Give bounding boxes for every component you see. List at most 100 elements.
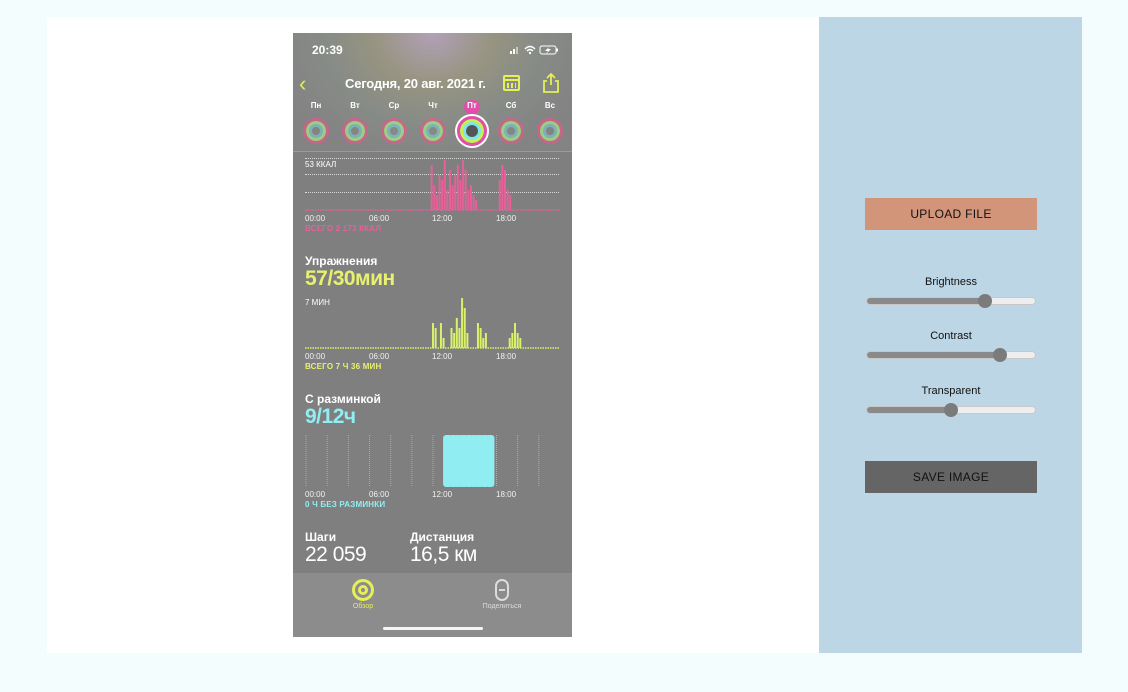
sharing-icon: [495, 579, 509, 601]
move-bar: [506, 190, 509, 210]
move-bar: [509, 195, 512, 210]
move-bar: [438, 175, 441, 210]
exercise-tick-2: 12:00: [432, 352, 453, 361]
exercise-bar: [516, 333, 519, 348]
stand-tick-3: 18:00: [496, 490, 517, 499]
contrast-slider[interactable]: [866, 348, 1036, 362]
save-image-button[interactable]: SAVE IMAGE: [865, 461, 1037, 493]
stand-value: 9/12ч: [305, 405, 356, 428]
exercise-bar: [476, 323, 479, 348]
transparent-slider[interactable]: [866, 403, 1036, 417]
move-bar: [501, 165, 504, 210]
day-fri[interactable]: Пт: [457, 100, 487, 146]
move-scale-label: 53 ККАЛ: [305, 160, 337, 169]
transparent-slider-thumb[interactable]: [944, 403, 958, 417]
tab-overview-label: Обзор: [352, 603, 374, 610]
exercise-bar: [453, 333, 456, 348]
exercise-bar: [519, 338, 522, 348]
steps-value: 22 059: [305, 543, 367, 566]
exercise-bar: [463, 308, 466, 348]
brightness-slider[interactable]: [866, 294, 1036, 308]
day-thu[interactable]: Чт: [418, 100, 448, 144]
move-tick-2: 12:00: [432, 214, 453, 223]
move-bar: [472, 195, 475, 210]
brightness-slider-thumb[interactable]: [977, 294, 992, 308]
day-mon[interactable]: Пн: [301, 100, 331, 144]
exercise-tick-1: 06:00: [369, 352, 390, 361]
exercise-bar: [458, 328, 461, 348]
stand-title: С разминкой: [305, 392, 381, 406]
exercise-bar: [434, 328, 437, 348]
move-bar: [498, 180, 501, 210]
move-tick-3: 18:00: [496, 214, 517, 223]
move-bar: [504, 170, 506, 210]
move-bar: [449, 170, 451, 210]
move-bar: [469, 185, 472, 210]
contrast-label: Contrast: [930, 330, 972, 342]
exercise-chart: [305, 298, 559, 349]
exercise-bar: [511, 333, 514, 348]
exercise-tick-0: 00:00: [305, 352, 326, 361]
status-time: 20:39: [312, 43, 343, 57]
move-bar: [435, 195, 438, 210]
share-icon[interactable]: [542, 73, 560, 93]
calendar-icon[interactable]: [503, 75, 520, 91]
activity-ring-icon: [537, 118, 563, 144]
exercise-bar: [482, 338, 485, 348]
tab-sharing[interactable]: Поделиться: [477, 579, 527, 610]
activity-screenshot: 20:39 ‹ Сегодня, 20 авг. 2021 г. Пн Вт С…: [293, 33, 572, 637]
date-title: Сегодня, 20 авг. 2021 г.: [345, 76, 486, 91]
divider: [293, 151, 572, 152]
exercise-bar: [432, 323, 434, 348]
exercise-title: Упражнения: [305, 254, 378, 268]
activity-ring-icon: [381, 118, 407, 144]
day-wed[interactable]: Ср: [379, 100, 409, 144]
day-sun[interactable]: Вс: [535, 100, 565, 144]
stand-tick-0: 00:00: [305, 490, 326, 499]
day-sat[interactable]: Сб: [496, 100, 526, 144]
activity-rings-icon: [352, 579, 374, 601]
exercise-bar: [466, 333, 469, 348]
move-tick-1: 06:00: [369, 214, 390, 223]
distance-value: 16,5 км: [410, 543, 477, 566]
exercise-bar: [439, 323, 442, 348]
exercise-value: 57/30мин: [305, 267, 395, 290]
back-chevron-icon[interactable]: ‹: [299, 71, 307, 96]
day-tue[interactable]: Вт: [340, 100, 370, 144]
exercise-bar: [514, 323, 516, 348]
exercise-total: ВСЕГО 7 Ч 36 МИН: [305, 362, 382, 371]
move-bar: [464, 170, 467, 210]
distance-label: Дистанция: [410, 530, 475, 544]
upload-file-button[interactable]: UPLOAD FILE: [865, 198, 1037, 230]
stand-chart: [305, 435, 540, 487]
exercise-bar: [455, 318, 458, 348]
exercise-bar: [479, 328, 482, 348]
move-bar: [459, 180, 462, 210]
activity-ring-icon: [342, 118, 368, 144]
contrast-slider-thumb[interactable]: [992, 348, 1007, 362]
move-bar: [443, 160, 446, 210]
home-indicator: [383, 627, 483, 630]
exercise-bar: [484, 333, 487, 348]
exercise-bar: [461, 298, 464, 348]
exercise-tick-3: 18:00: [496, 352, 517, 361]
stand-total: 0 Ч БЕЗ РАЗМИНКИ: [305, 500, 386, 509]
steps-label: Шаги: [305, 530, 337, 544]
move-total: ВСЕГО 2 173 ККАЛ: [305, 224, 382, 233]
stand-hour-bar: [485, 435, 495, 487]
move-bar: [462, 160, 465, 210]
move-bar: [441, 180, 444, 210]
move-bar: [433, 185, 436, 210]
move-tick-0: 00:00: [305, 214, 326, 223]
move-bar: [451, 185, 454, 210]
brightness-label: Brightness: [925, 276, 977, 288]
move-bar: [454, 175, 457, 210]
exercise-scale-label: 7 МИН: [305, 298, 330, 307]
tab-sharing-label: Поделиться: [482, 603, 522, 610]
activity-ring-icon: [457, 116, 487, 146]
move-chart: [305, 160, 559, 211]
tab-overview[interactable]: Обзор: [343, 579, 383, 610]
stand-tick-2: 12:00: [432, 490, 453, 499]
move-bar: [475, 200, 478, 210]
activity-ring-icon: [498, 118, 524, 144]
